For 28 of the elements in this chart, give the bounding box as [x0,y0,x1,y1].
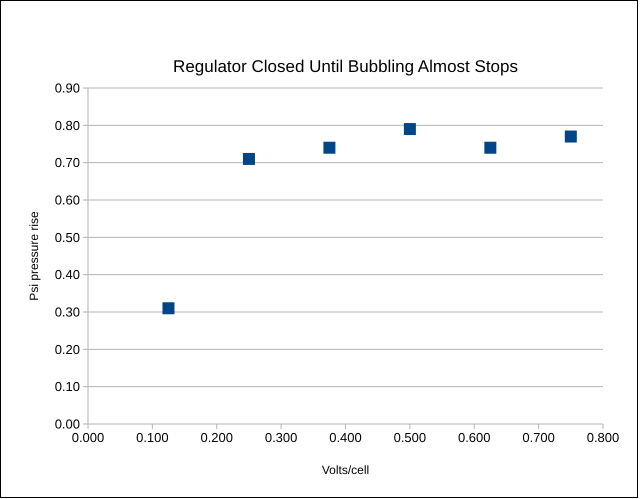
x-tick-label: 0.300 [264,430,298,445]
x-tick-label: 0.400 [329,430,362,445]
y-tick-label: 0.00 [54,416,80,432]
point [323,142,336,154]
chart-title: Regulator Closed Until Bubbling Almost Stops [173,57,518,76]
y-tick-label: 0.20 [54,342,80,357]
x-axis-title: Volts/cell [322,463,370,477]
x-tick-label: 0.100 [136,430,169,445]
point [162,302,174,314]
x-tick-label: 0.600 [458,430,491,445]
y-tick-label: 0.70 [54,155,80,170]
x-tick-label: 0.500 [394,430,426,445]
x-tick-label: 0.200 [200,430,234,445]
y-tick-label: 0.30 [54,304,80,320]
y-tick-label: 0.50 [54,230,80,245]
x-tick-label: 0.800 [586,430,620,445]
x-tick-label: 0.700 [522,430,555,445]
y-tick-label: 0.80 [54,118,80,133]
y-tick-label: 0.10 [54,379,80,394]
y-axis-title: Psi pressure rise [27,211,41,301]
point [404,123,416,136]
x-tick-label: 0.000 [72,430,104,445]
point [242,152,255,165]
y-tick-label: 0.90 [54,80,80,96]
y-tick-label: 0.40 [54,267,80,282]
y-tick-label: 0.60 [54,192,80,208]
point [484,142,496,154]
point [564,130,577,143]
